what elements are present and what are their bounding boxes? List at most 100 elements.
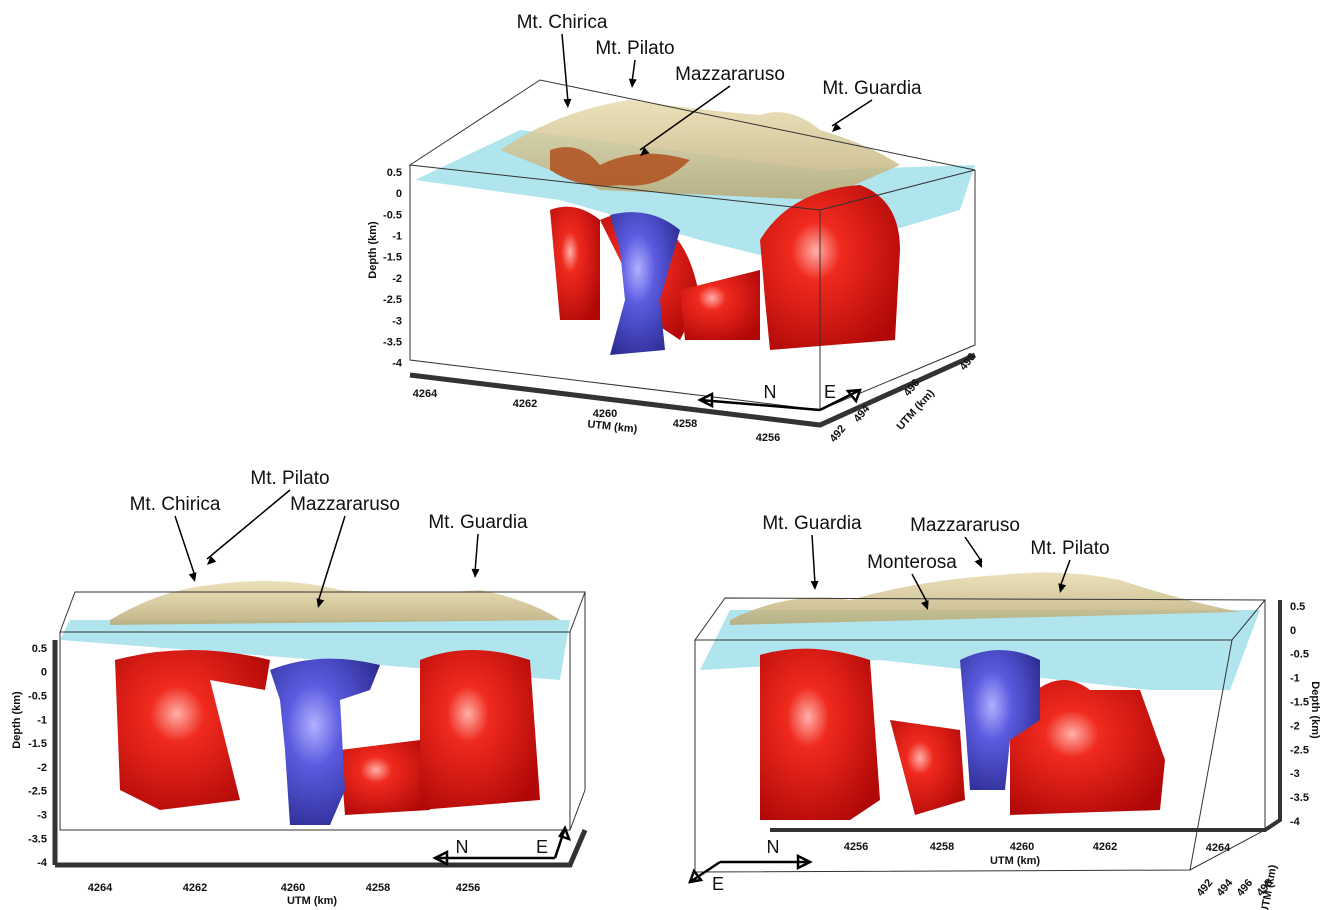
utm-y-axis-label: UTM (km) xyxy=(895,387,938,433)
peak-label: Mt. Pilato xyxy=(595,38,674,59)
pointer-arrow xyxy=(475,534,478,572)
depth-tick-label: 0 xyxy=(1290,625,1296,637)
utm-x-tick-label: 4258 xyxy=(930,841,954,853)
terrain xyxy=(110,581,560,625)
utm-y-tick-label: 492 xyxy=(827,423,848,445)
depth-tick-label: -1 xyxy=(392,231,402,243)
arrow-head xyxy=(189,572,199,583)
utm-x-tick-label: 4262 xyxy=(513,398,537,410)
pointer-arrow xyxy=(812,535,815,584)
depth-tick-label: -1 xyxy=(37,714,47,726)
depth-tick-label: -1.5 xyxy=(1290,697,1309,709)
peak-label: Mt. Pilato xyxy=(1030,538,1109,559)
panel-right xyxy=(690,572,1280,882)
anomaly xyxy=(115,650,270,810)
compass-north: N xyxy=(767,837,780,857)
utm-x-tick-label: 4256 xyxy=(456,882,480,894)
peak-label: Monterosa xyxy=(867,552,957,573)
depth-axis-label: Depth (km) xyxy=(1309,681,1321,739)
depth-tick-label: -4 xyxy=(37,857,48,869)
utm-x-tick-label: 4264 xyxy=(88,882,113,894)
utm-x-tick-label: 4256 xyxy=(844,841,868,853)
depth-tick-label: 0.5 xyxy=(1290,601,1305,613)
utm-x-axis-label: UTM (km) xyxy=(287,895,337,907)
utm-x-tick-label: 4258 xyxy=(673,418,697,430)
depth-tick-label: -3 xyxy=(392,315,402,327)
depth-tick-label: -0.5 xyxy=(1290,649,1309,661)
depth-tick-label: -1.5 xyxy=(28,738,47,750)
depth-tick-label: -3 xyxy=(1290,768,1300,780)
arrow-head xyxy=(563,99,572,109)
anomaly xyxy=(760,649,880,820)
peak-label: Mazzararuso xyxy=(675,64,785,85)
peak-label: Mt. Chirica xyxy=(130,494,221,515)
depth-tick-label: -1.5 xyxy=(383,252,402,264)
depth-tick-label: -1 xyxy=(1290,673,1300,685)
pointer-arrow xyxy=(562,34,568,102)
anomaly xyxy=(420,650,540,810)
utm-x-axis-label: UTM (km) xyxy=(587,418,638,435)
arrow-head xyxy=(975,558,986,570)
anomaly xyxy=(550,207,600,320)
utm-x-tick-label: 4264 xyxy=(413,388,438,400)
pointer-arrow xyxy=(832,100,872,126)
utm-x-tick-label: 4264 xyxy=(1206,842,1231,854)
anomaly xyxy=(890,720,965,815)
depth-tick-label: -2.5 xyxy=(383,294,402,306)
panel-left xyxy=(55,581,585,865)
compass-north: N xyxy=(764,382,777,402)
depth-tick-label: -2 xyxy=(392,273,402,285)
depth-tick-label: 0 xyxy=(396,188,402,200)
utm-x-tick-label: 4260 xyxy=(1010,841,1034,853)
utm-x-tick-label: 4262 xyxy=(1093,841,1117,853)
utm-x-axis-label: UTM (km) xyxy=(990,855,1040,867)
depth-tick-label: -3.5 xyxy=(28,833,47,845)
utm-y-tick-label: 498 xyxy=(957,351,978,373)
peak-label: Mt. Chirica xyxy=(517,12,608,33)
compass-north: N xyxy=(456,837,469,857)
depth-tick-label: 0 xyxy=(41,667,47,679)
pointer-arrow xyxy=(965,537,982,562)
depth-tick-label: -3 xyxy=(37,810,47,822)
compass-east: E xyxy=(712,874,724,894)
compass xyxy=(690,856,810,882)
arrow-head xyxy=(628,79,637,89)
arrow-head xyxy=(471,569,480,578)
utm-x-tick-label: 4258 xyxy=(366,882,390,894)
depth-axis-label: Depth (km) xyxy=(11,691,23,749)
peak-label: Mt. Guardia xyxy=(822,78,922,99)
depth-tick-label: 0.5 xyxy=(387,167,402,179)
depth-tick-label: -4 xyxy=(1290,816,1301,828)
utm-x-tick-label: 4260 xyxy=(281,882,305,894)
panel-top xyxy=(410,80,975,425)
axis xyxy=(410,355,975,425)
depth-axis-label: Depth (km) xyxy=(367,221,379,279)
depth-tick-label: -0.5 xyxy=(28,691,47,703)
utm-x-tick-label: 4256 xyxy=(756,432,780,444)
peak-label: Mt. Pilato xyxy=(250,468,329,489)
pointer-arrow xyxy=(175,516,195,576)
depth-tick-label: -3.5 xyxy=(1290,792,1309,804)
utm-y-tick-label: 492 xyxy=(1194,877,1215,899)
depth-tick-label: -2 xyxy=(37,762,47,774)
depth-tick-label: -2.5 xyxy=(28,786,47,798)
utm-y-tick-label: 496 xyxy=(1234,877,1255,899)
depth-tick-label: -3.5 xyxy=(383,337,402,349)
utm-y-tick-label: 494 xyxy=(851,402,873,424)
peak-label: Mazzararuso xyxy=(290,494,400,515)
compass-east: E xyxy=(536,837,548,857)
peak-label: Mazzararuso xyxy=(910,515,1020,536)
utm-x-tick-label: 4262 xyxy=(183,882,207,894)
arrow-head xyxy=(829,123,841,135)
utm-x-tick-label: 4260 xyxy=(593,408,617,420)
peak-label: Mt. Guardia xyxy=(762,513,862,534)
depth-tick-label: -2 xyxy=(1290,720,1300,732)
utm-y-tick-label: 494 xyxy=(1214,876,1236,898)
anomaly xyxy=(340,740,430,815)
depth-tick-label: -4 xyxy=(392,358,403,370)
depth-tick-label: -2.5 xyxy=(1290,744,1309,756)
arrow-head xyxy=(811,581,819,590)
pointer-arrow xyxy=(632,60,635,82)
figure: Mt. ChiricaMt. PilatoMazzararusoMt. Guar… xyxy=(0,0,1322,910)
arrow-head xyxy=(204,556,216,568)
